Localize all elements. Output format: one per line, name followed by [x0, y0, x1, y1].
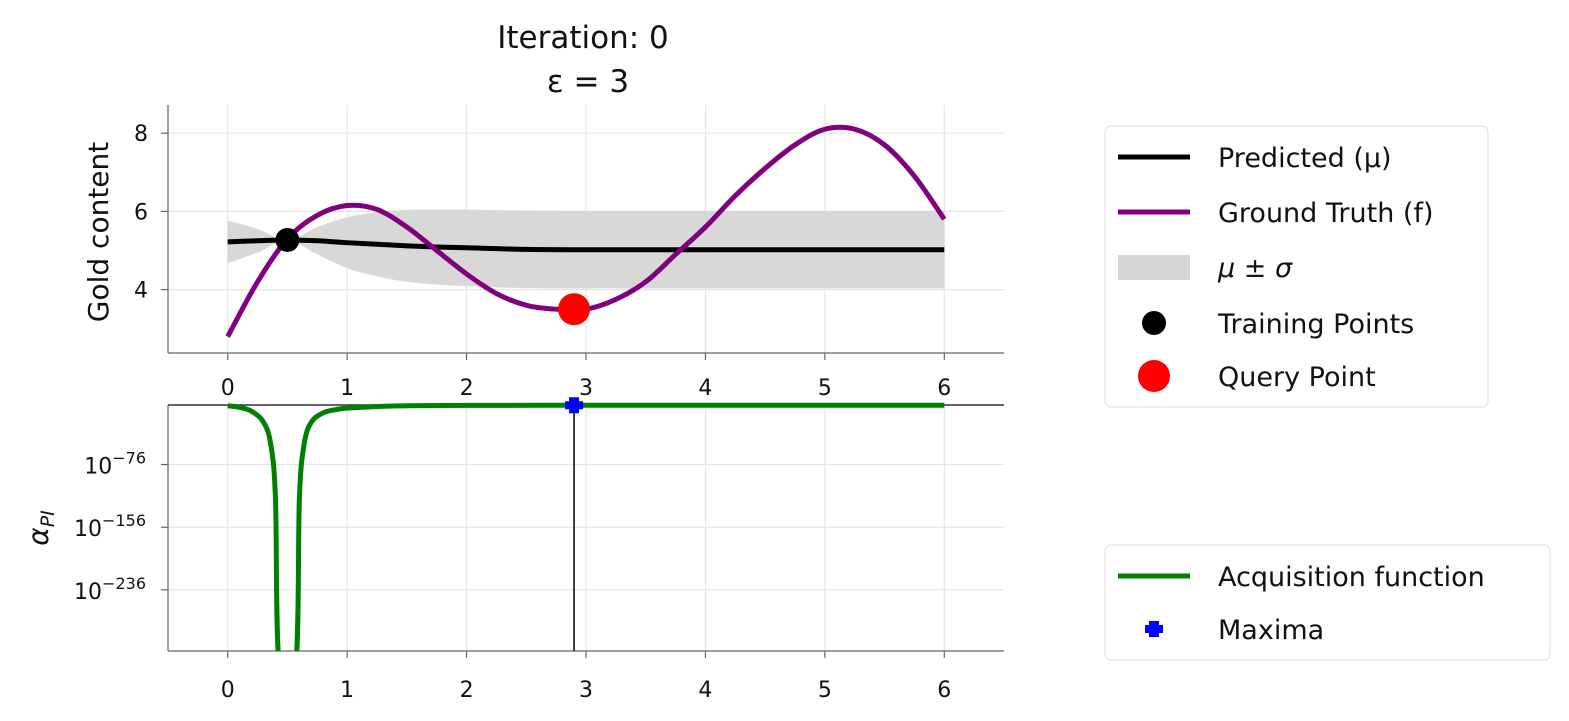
x-tick-label: 4	[698, 376, 712, 401]
x-tick-label: 2	[460, 376, 474, 401]
x-tick-label: 3	[579, 376, 593, 401]
chart-subtitle: ε = 3	[547, 64, 629, 100]
legend-training-swatch	[1142, 311, 1166, 335]
x-tick-label: 6	[937, 376, 951, 401]
legend-maxima-label: Maxima	[1218, 615, 1324, 646]
x-tick-label: 1	[340, 678, 354, 703]
x-tick-label: 0	[221, 376, 235, 401]
legend-acquisition-label: Acquisition function	[1218, 562, 1485, 593]
chart-title: Iteration: 0	[497, 20, 669, 56]
y-tick-label: 10−236	[74, 574, 146, 605]
legend-predicted-label: Predicted (μ)	[1218, 143, 1392, 174]
y-tick-label: 10−76	[84, 449, 146, 480]
x-tick-label: 5	[818, 376, 832, 401]
legend-maxima-plus-icon	[1145, 621, 1163, 637]
bottom-y-axis-label: αPI	[22, 510, 59, 546]
x-tick-label: 6	[937, 678, 951, 703]
maxima-marker	[565, 397, 584, 414]
legend-top-frame	[1104, 125, 1489, 408]
bottom-axes: 0 1 2 3 4 5 6 10−76 10−156 10−236	[74, 397, 1004, 703]
top-axes: 0 1 2 3 4 5 6 4 6 8	[134, 105, 1004, 401]
legend-training-label: Training Points	[1217, 309, 1414, 340]
legend-query-swatch	[1138, 360, 1170, 392]
x-tick-label: 5	[818, 678, 832, 703]
legend-query-label: Query Point	[1218, 362, 1376, 393]
acquisition-function-line	[227, 402, 945, 651]
legend-band-label: μ ± σ	[1217, 253, 1293, 284]
y-tick-label: 8	[134, 122, 148, 147]
y-tick-label: 4	[134, 279, 148, 304]
x-tick-label: 0	[221, 678, 235, 703]
x-tick-label: 4	[698, 678, 712, 703]
legend-top: Predicted (μ) Ground Truth (f) μ ± σ Tra…	[1104, 125, 1489, 408]
y-tick-label: 6	[134, 200, 148, 225]
legend-ground-truth-label: Ground Truth (f)	[1218, 198, 1434, 229]
legend-bottom: Acquisition function Maxima	[1104, 544, 1551, 661]
query-point	[558, 293, 591, 326]
legend-band-swatch	[1118, 255, 1190, 280]
predicted-mean-line	[227, 237, 945, 253]
legend-bottom-frame	[1104, 544, 1551, 661]
x-tick-label: 3	[579, 678, 593, 703]
top-y-axis-label: Gold content	[82, 142, 115, 323]
x-tick-label: 1	[340, 376, 354, 401]
x-tick-label: 2	[460, 678, 474, 703]
training-point	[275, 227, 300, 252]
y-tick-label: 10−156	[74, 511, 146, 542]
